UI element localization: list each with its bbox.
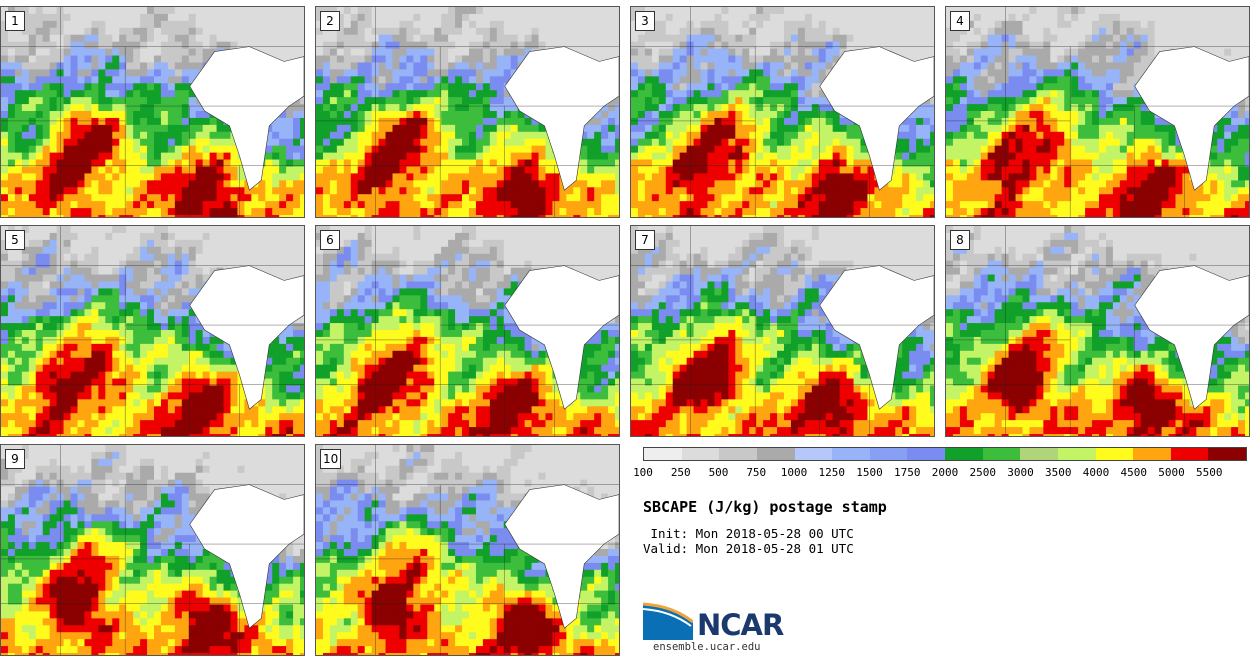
member-number-label: 7 [635,230,655,250]
color-swatch [832,448,870,460]
tick-label: 4000 [1082,466,1110,479]
color-swatch [681,448,720,460]
lake-region [189,484,304,629]
color-swatch [1020,448,1058,460]
cape-field-map [631,226,934,436]
lake-region [504,46,619,191]
tick-label: 5000 [1158,466,1185,479]
color-swatch [982,448,1021,460]
map-panel: 8 [945,225,1250,437]
member-number-label: 3 [635,11,655,31]
tick-label: 1750 [894,466,921,479]
map-panel: 3 [630,6,935,218]
cape-field-map [1,445,304,655]
map-panel: 6 [315,225,620,437]
color-swatch [794,448,833,460]
state-borders [946,226,1249,436]
color-swatch [1170,448,1209,460]
color-swatch [869,448,908,460]
lake-region [1134,265,1249,410]
lake-region [1134,46,1249,191]
init-time: Init: Mon 2018-05-28 00 UTC [643,526,854,541]
lake-region [504,265,619,410]
member-number-label: 1 [5,11,25,31]
map-panel: 5 [0,225,305,437]
tick-label: 1500 [856,466,883,479]
map-panel: 2 [315,6,620,218]
color-swatch [644,448,682,460]
cape-field-map [1,226,304,436]
state-borders [1,226,304,436]
tick-label: 3500 [1045,466,1072,479]
cape-field-map [316,7,619,217]
color-swatch [1208,448,1246,460]
color-swatch [1057,448,1096,460]
lake-region [819,46,934,191]
map-panel: 7 [630,225,935,437]
map-panel: 9 [0,444,305,656]
tick-label: 3000 [1007,466,1034,479]
cape-field-map [946,7,1249,217]
color-swatch [945,448,983,460]
tick-label: 1000 [780,466,808,479]
color-swatch [719,448,757,460]
map-panel: 10 [315,444,620,656]
state-borders [316,7,619,217]
ncar-logo: NCAR ensemble.ucar.edu [643,600,803,656]
map-panel: 4 [945,6,1250,218]
member-number-label: 9 [5,449,25,469]
tick-label: 100 [633,466,653,479]
state-borders [1,7,304,217]
member-number-label: 10 [320,449,342,469]
lake-region [189,46,304,191]
color-swatch [1133,448,1171,460]
cape-field-map [946,226,1249,436]
logo-text: NCAR [697,608,784,642]
color-swatch [907,448,945,460]
color-scale-bar [643,447,1247,461]
tick-label: 5500 [1196,466,1223,479]
color-swatch [1095,448,1134,460]
cape-field-map [316,445,619,655]
member-number-label: 4 [950,11,970,31]
tick-label: 500 [708,466,729,479]
member-number-label: 2 [320,11,340,31]
logo-url: ensemble.ucar.edu [653,641,761,653]
lake-region [189,265,304,410]
state-borders [316,226,619,436]
tick-label: 2500 [969,466,997,479]
tick-label: 4500 [1120,466,1148,479]
tick-label: 750 [746,466,767,479]
tick-label: 1250 [818,466,846,479]
member-number-label: 6 [320,230,340,250]
cape-field-map [316,226,619,436]
cape-field-map [1,7,304,217]
member-number-label: 8 [950,230,970,250]
lake-region [504,484,619,629]
tick-label: 2000 [931,466,959,479]
lake-region [819,265,934,410]
color-scale-ticks: 100 250 500 750 1000 1250 1500 1750 2000 2500 3000… [633,466,1247,480]
valid-time: Valid: Mon 2018-05-28 01 UTC [643,541,854,556]
map-panel: 1 [0,6,305,218]
member-number-label: 5 [5,230,25,250]
cape-field-map [631,7,934,217]
state-borders [631,7,934,217]
product-title: SBCAPE (J/kg) postage stamp [643,498,887,516]
tick-label: 250 [670,466,691,479]
state-borders [946,7,1249,217]
color-swatch [756,448,795,460]
state-borders [1,445,304,655]
state-borders [631,226,934,436]
ncar-logo-icon [643,602,693,640]
state-borders [316,445,619,655]
